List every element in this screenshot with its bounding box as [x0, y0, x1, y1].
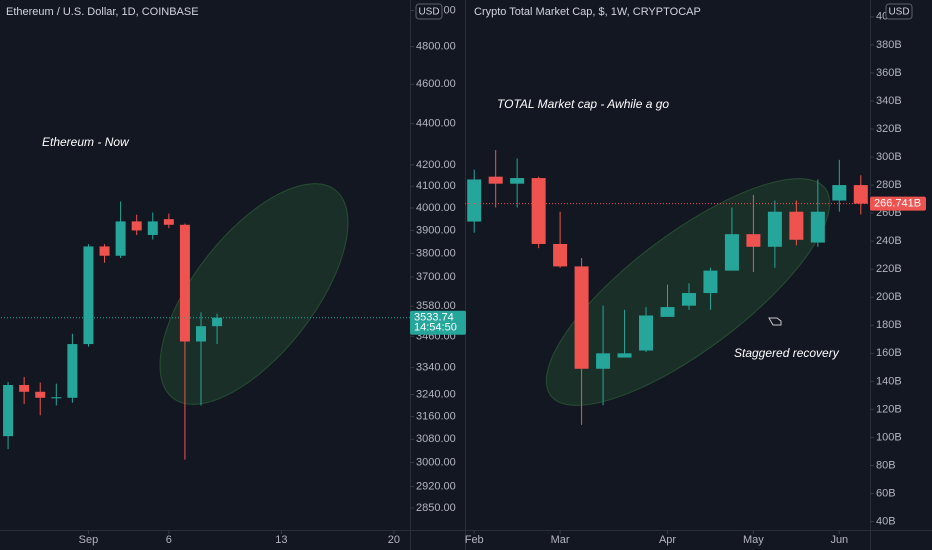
cursor-icon	[768, 317, 782, 326]
y-tick-label: 140B	[876, 375, 902, 387]
candle-body	[853, 185, 868, 204]
y-tick-label: 240B	[876, 235, 902, 247]
plot	[0, 201, 410, 460]
candle-body	[131, 221, 142, 231]
last-price-box	[870, 196, 926, 211]
annotation: Staggered recovery	[734, 346, 840, 360]
candle-body	[746, 234, 761, 247]
candle-body	[767, 211, 782, 247]
y-tick-label: 4100.00	[416, 180, 456, 192]
candle-body	[660, 307, 675, 317]
candle-body	[681, 293, 696, 306]
y-tick-label: 160B	[876, 347, 902, 359]
x-tick-label: Feb	[465, 534, 484, 546]
x-tick-label: Jun	[830, 534, 848, 546]
y-tick-label: 220B	[876, 263, 902, 275]
currency-label: USD	[418, 7, 439, 18]
candle-body	[639, 315, 654, 351]
candle-body	[179, 224, 190, 342]
x-tick-label: Apr	[659, 534, 676, 546]
y-tick-label: 300B	[876, 151, 902, 163]
candle-body	[510, 178, 525, 184]
candle-body	[3, 384, 14, 437]
candle-body	[115, 221, 126, 256]
y-tick-label: 3580.00	[416, 300, 456, 312]
candle-body	[832, 185, 847, 201]
candle-body	[488, 176, 503, 184]
candle-body	[574, 266, 589, 369]
y-tick-label: 3700.00	[416, 271, 456, 283]
y-tick-label: 3080.00	[416, 433, 456, 445]
candle-body	[51, 397, 62, 399]
highlight-ellipse	[159, 183, 349, 405]
y-tick-label: 4600.00	[416, 78, 456, 90]
y-tick-label: 360B	[876, 67, 902, 79]
y-tick-label: 120B	[876, 403, 902, 415]
last-price-label: 3533.74	[414, 312, 454, 324]
currency-badge	[415, 3, 443, 20]
candle-body	[467, 179, 482, 222]
y-tick-label: 320B	[876, 123, 902, 135]
candle-body	[531, 178, 546, 244]
candle-body	[163, 219, 174, 225]
candle-body	[147, 221, 158, 235]
y-tick-label: 4800.00	[416, 41, 456, 53]
y-tick-label: 4200.00	[416, 159, 456, 171]
y-tick-label: 60B	[876, 487, 896, 499]
y-tick-label: 80B	[876, 459, 896, 471]
annotation: TOTAL Market cap - Awhile a go	[497, 97, 669, 111]
x-tick-label: 13	[275, 534, 287, 546]
y-tick-label: 40B	[876, 515, 896, 527]
y-tick-label: 200B	[876, 291, 902, 303]
y-tick-label: 380B	[876, 39, 902, 51]
y-tick-label: 280B	[876, 179, 902, 191]
currency-badge	[885, 3, 913, 20]
y-tick-label: 340B	[876, 95, 902, 107]
candle-body	[35, 391, 46, 398]
candle-body	[212, 317, 223, 327]
overlay: 2850.00 2920.00 3000.00 3080.00 3160.00 3240.…	[79, 3, 926, 546]
y-tick-label: 2850.00	[416, 502, 456, 514]
candle-body	[196, 326, 206, 342]
countdown-label: 14:54:50	[414, 322, 457, 334]
candle-body	[724, 234, 739, 271]
y-tick-label: 3000.00	[416, 457, 456, 469]
y-tick-label: 3240.00	[416, 388, 456, 400]
y-tick-label: 2920.00	[416, 480, 456, 492]
y-tick-label: 3340.00	[416, 362, 456, 374]
candle-body	[83, 246, 94, 345]
y-tick-label: 3900.00	[416, 224, 456, 236]
candle-body	[617, 353, 632, 358]
candle-body	[553, 243, 568, 267]
x-tick-label: 20	[388, 534, 400, 546]
y-tick-label: 4400.00	[416, 118, 456, 130]
candle-body	[99, 246, 110, 256]
x-tick-label: 6	[166, 534, 172, 546]
candle-body	[596, 353, 611, 369]
chart-title: Crypto Total Market Cap, $, 1W, CRYPTOCA…	[474, 6, 701, 18]
plot	[465, 150, 870, 425]
candle-body	[703, 270, 718, 294]
chart-title: Ethereum / U.S. Dollar, 1D, COINBASE	[6, 6, 199, 18]
x-tick-label: Mar	[551, 534, 570, 546]
y-tick-label: 3160.00	[416, 411, 456, 423]
y-tick-label: 180B	[876, 319, 902, 331]
x-tick-label: Sep	[79, 534, 99, 546]
last-price-label: 266.741B	[874, 198, 921, 210]
candle-body	[789, 211, 804, 240]
y-tick-label: 3800.00	[416, 247, 456, 259]
x-tick-label: May	[743, 534, 764, 546]
last-price-box	[410, 310, 466, 335]
candle-body	[67, 344, 78, 398]
annotation: Ethereum - Now	[42, 135, 130, 149]
candle-body	[19, 384, 30, 392]
currency-label: USD	[888, 7, 909, 18]
candle-body	[810, 211, 825, 243]
y-tick-label: 4000.00	[416, 202, 456, 214]
y-tick-label: 100B	[876, 431, 902, 443]
